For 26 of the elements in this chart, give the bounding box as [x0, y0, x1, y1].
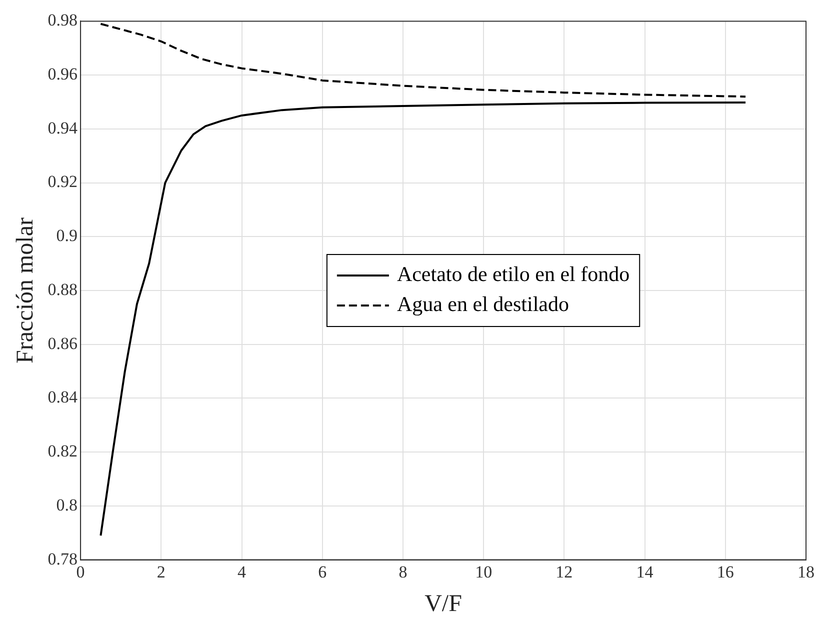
legend-label: Agua en el destilado [396, 292, 569, 316]
x-tick-label: 6 [318, 562, 327, 582]
x-tick-label: 18 [798, 562, 814, 582]
x-tick-label: 16 [716, 562, 734, 582]
x-tick-label: 0 [76, 562, 85, 582]
y-tick-label: 0.98 [48, 10, 78, 30]
x-tick-label: 10 [475, 562, 492, 582]
y-tick-label: 0.96 [48, 64, 78, 84]
y-tick-label: 0.78 [48, 549, 78, 568]
x-axis-title: V/F [424, 590, 462, 617]
y-tick-label: 0.88 [48, 280, 78, 299]
line-series [100, 22, 747, 98]
y-axis-title: Fracción molar [12, 218, 39, 364]
y-tick-label: 0.92 [48, 172, 78, 192]
y-tick-label: 0.84 [48, 388, 78, 407]
y-tick-label: 0.86 [48, 334, 78, 353]
y-tick-label: 0.9 [56, 226, 78, 246]
y-tick-label: 0.94 [48, 118, 78, 138]
legend-label: Acetato de etilo en el fondo [396, 262, 630, 286]
x-tick-label: 2 [156, 562, 166, 582]
x-tick-label: 12 [556, 562, 573, 582]
x-tick-label: 4 [238, 562, 247, 582]
x-tick-label: 8 [398, 562, 408, 582]
y-tick-label: 0.82 [48, 442, 78, 461]
x-tick-label: 14 [636, 562, 654, 582]
y-tick-label: 0.8 [56, 495, 78, 514]
